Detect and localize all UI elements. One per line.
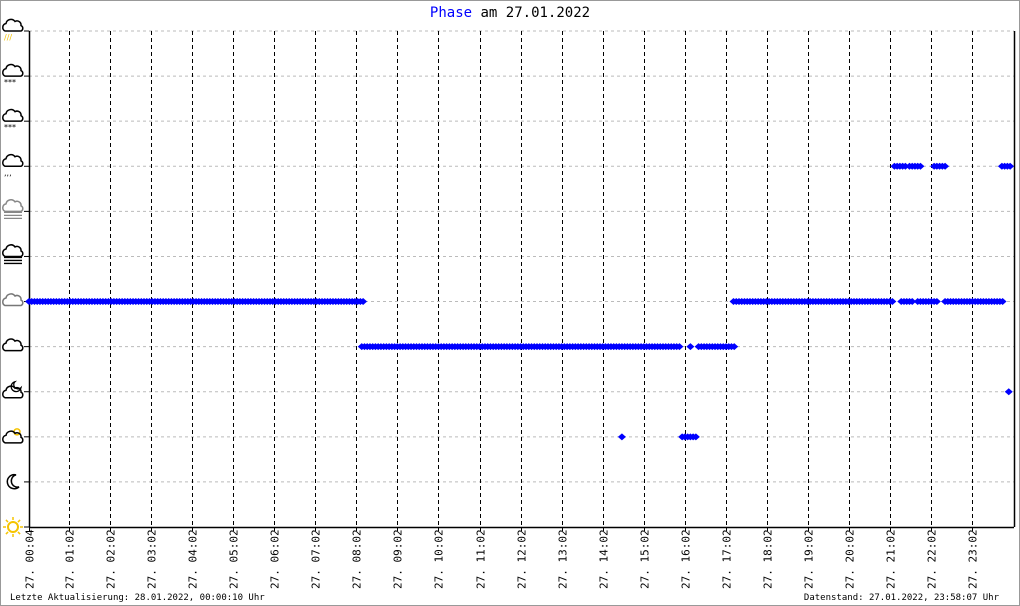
thunderstorm-icon: /// <box>2 18 24 42</box>
x-tick-label: 27. 02:02 <box>105 529 118 589</box>
x-tick-label: 27. 22:02 <box>926 529 939 589</box>
title-rest: am 27.01.2022 <box>472 5 591 21</box>
cloud-shape <box>2 108 24 122</box>
cloud-sun-icon <box>2 428 24 444</box>
rain-icon: ,,, <box>2 153 24 177</box>
data-point <box>932 298 941 306</box>
x-tick-label: 27. 00:04 <box>24 529 37 589</box>
x-tick-label: 27. 18:02 <box>762 529 775 589</box>
x-tick-label: 27. 23:02 <box>967 529 980 589</box>
x-tick-label: 27. 01:02 <box>64 529 77 589</box>
x-tick-label: 27. 20:02 <box>844 529 857 589</box>
cloud-moon-icon <box>2 380 24 399</box>
x-tick-label: 27. 15:02 <box>639 529 652 589</box>
cloud-shape <box>2 18 24 32</box>
x-tick-label: 27. 11:02 <box>475 529 488 589</box>
title-highlight: Phase <box>429 5 473 21</box>
x-tick-label: 27. 16:02 <box>680 529 693 589</box>
precip-mark: ,,, <box>4 168 12 177</box>
cloud-icon <box>2 338 24 352</box>
data-point <box>1004 388 1013 396</box>
sun-ray <box>17 531 21 535</box>
data-point <box>998 298 1007 306</box>
x-tick-label: 27. 06:02 <box>269 529 282 589</box>
x-tick-label: 27. 08:02 <box>351 529 364 589</box>
x-tick-label: 27. 09:02 <box>392 529 405 589</box>
snow-icon: *** <box>2 63 24 87</box>
data-point <box>941 162 950 170</box>
data-point <box>730 343 739 351</box>
sun-ray <box>17 519 21 523</box>
data-point <box>359 298 368 306</box>
data-point <box>888 298 897 306</box>
x-tick-label: 27. 12:02 <box>516 529 529 589</box>
sun-disc <box>7 521 19 533</box>
cloud-shape <box>2 293 24 307</box>
sun-ray <box>5 519 9 523</box>
chart-title: Phase am 27.01.2022 <box>1 5 1019 21</box>
fog-icon <box>2 244 24 265</box>
x-tick-label: 27. 05:02 <box>228 529 241 589</box>
data-point <box>691 433 700 441</box>
cloud-shape <box>2 153 24 168</box>
sun-ray <box>5 531 9 535</box>
x-tick-label: 27. 14:02 <box>598 529 611 589</box>
cloud-shape <box>2 244 24 258</box>
data-point <box>1006 162 1015 170</box>
x-tick-label: 27. 04:02 <box>187 529 200 589</box>
moon-shape <box>6 473 20 490</box>
data-point <box>916 162 925 170</box>
data-point <box>901 162 910 170</box>
x-tick-label: 27. 21:02 <box>885 529 898 589</box>
data-point <box>908 298 917 306</box>
x-tick-label: 27. 13:02 <box>557 529 570 589</box>
moon-icon <box>6 473 20 490</box>
cloud-shape <box>2 63 24 77</box>
data-status-text: Datenstand: 27.01.2022, 23:58:07 Uhr <box>803 593 999 603</box>
cloud-shape <box>2 385 24 399</box>
precip-mark: /// <box>4 33 12 42</box>
data-point <box>675 343 684 351</box>
x-tick-label: 27. 10:02 <box>433 529 446 589</box>
x-tick-label: 27. 17:02 <box>721 529 734 589</box>
x-tick-label: 27. 03:02 <box>146 529 159 589</box>
last-update-text: Letzte Aktualisierung: 28.01.2022, 00:00… <box>10 593 265 603</box>
precip-mark: *** <box>4 123 16 132</box>
precip-mark: *** <box>4 78 16 87</box>
sun-icon <box>3 517 23 537</box>
data-point <box>617 433 626 441</box>
x-tick-label: 27. 19:02 <box>803 529 816 589</box>
cloud-shape <box>2 430 24 444</box>
data-point <box>686 343 695 351</box>
sleet-icon: *** <box>2 108 24 132</box>
x-tick-label: 27. 07:02 <box>310 529 323 589</box>
cloud-shape <box>2 199 24 213</box>
overcast-icon <box>2 293 24 307</box>
haze-icon <box>2 199 24 220</box>
cloud-shape <box>2 338 24 352</box>
